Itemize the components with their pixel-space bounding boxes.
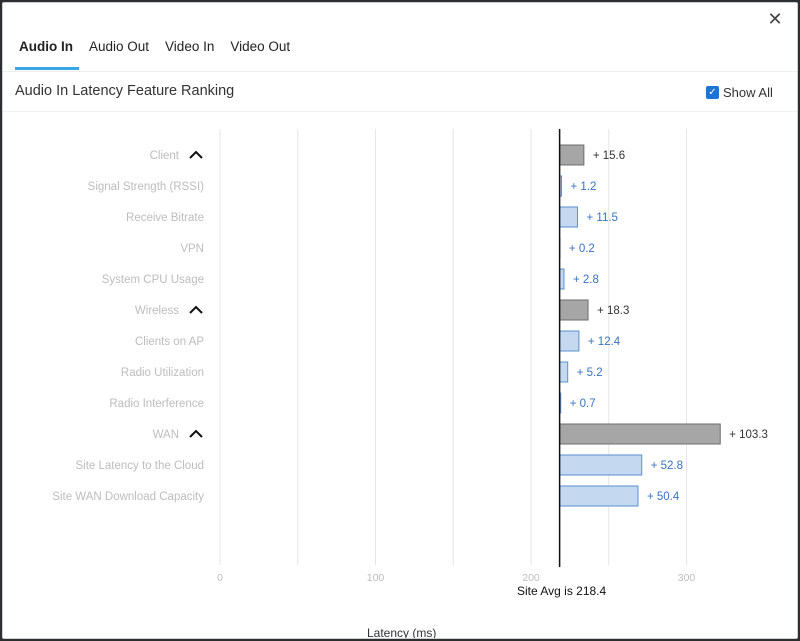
bar-value-label: + 5.2 [577, 367, 603, 379]
x-axis-label: Latency (ms) [367, 626, 437, 639]
latency-bar-chart: 0 100 200 300 Client + 15.6 Signal Strength (R… [52, 129, 768, 598]
bar-value-label: + 1.2 [570, 181, 596, 193]
feature-label: Site Latency to the Cloud [76, 460, 205, 472]
group-bar [559, 423, 721, 445]
show-all-checkbox[interactable]: ✓ Show All [706, 85, 773, 100]
x-tick-label: 200 [522, 572, 540, 584]
chevron-up-icon[interactable] [189, 305, 203, 314]
tab-video-out[interactable]: Video Out [230, 39, 291, 54]
feature-label: Radio Interference [109, 398, 204, 410]
group-bar [559, 144, 585, 166]
bar-value-label: + 0.2 [569, 243, 595, 255]
group-label: WAN [153, 429, 179, 441]
bar-value-label: + 0.7 [570, 398, 596, 410]
x-tick-label: 0 [217, 572, 223, 584]
chart-title: Audio In Latency Feature Ranking [15, 83, 235, 99]
feature-bar [559, 330, 580, 352]
bar-value-label: + 18.3 [597, 305, 629, 317]
x-tick-label: 100 [367, 572, 385, 584]
bar-value-label: + 50.4 [647, 491, 680, 503]
feature-label: Signal Strength (RSSI) [88, 181, 205, 193]
bar-value-label: + 12.4 [588, 336, 621, 348]
feature-bar [559, 206, 578, 228]
feature-label: Clients on AP [135, 336, 204, 348]
bar-value-label: + 2.8 [573, 274, 599, 286]
x-tick-label: 300 [678, 572, 696, 584]
tab-audio-out[interactable]: Audio Out [89, 39, 150, 54]
bar-value-label: + 15.6 [593, 150, 625, 162]
bar-value-label: + 11.5 [586, 212, 617, 224]
title-divider [3, 111, 797, 112]
site-average-label: Site Avg is 218.4 [517, 584, 607, 598]
tab-divider [3, 71, 797, 72]
feature-bar [559, 485, 639, 507]
feature-label: Site WAN Download Capacity [52, 491, 204, 503]
feature-label: Receive Bitrate [126, 212, 204, 224]
chevron-up-icon[interactable] [189, 150, 203, 159]
bar-value-label: + 52.8 [651, 460, 683, 472]
group-label: Wireless [135, 305, 179, 317]
tab-bar: Audio In Audio Out Video In Video Out [15, 33, 302, 71]
tab-video-in[interactable]: Video In [165, 39, 215, 54]
group-label: Client [150, 150, 180, 162]
feature-label: System CPU Usage [102, 274, 204, 286]
feature-label: VPN [180, 243, 204, 255]
feature-bar [559, 454, 643, 476]
tab-audio-in[interactable]: Audio In [15, 33, 79, 70]
close-icon[interactable]: ✕ [767, 9, 783, 29]
feature-label: Radio Utilization [121, 367, 204, 379]
checkmark-icon[interactable]: ✓ [706, 86, 719, 99]
show-all-label: Show All [723, 85, 773, 100]
group-bar [559, 299, 589, 321]
feature-bar [559, 361, 569, 383]
bar-value-label: + 103.3 [729, 429, 768, 441]
chevron-up-icon[interactable] [189, 429, 203, 438]
